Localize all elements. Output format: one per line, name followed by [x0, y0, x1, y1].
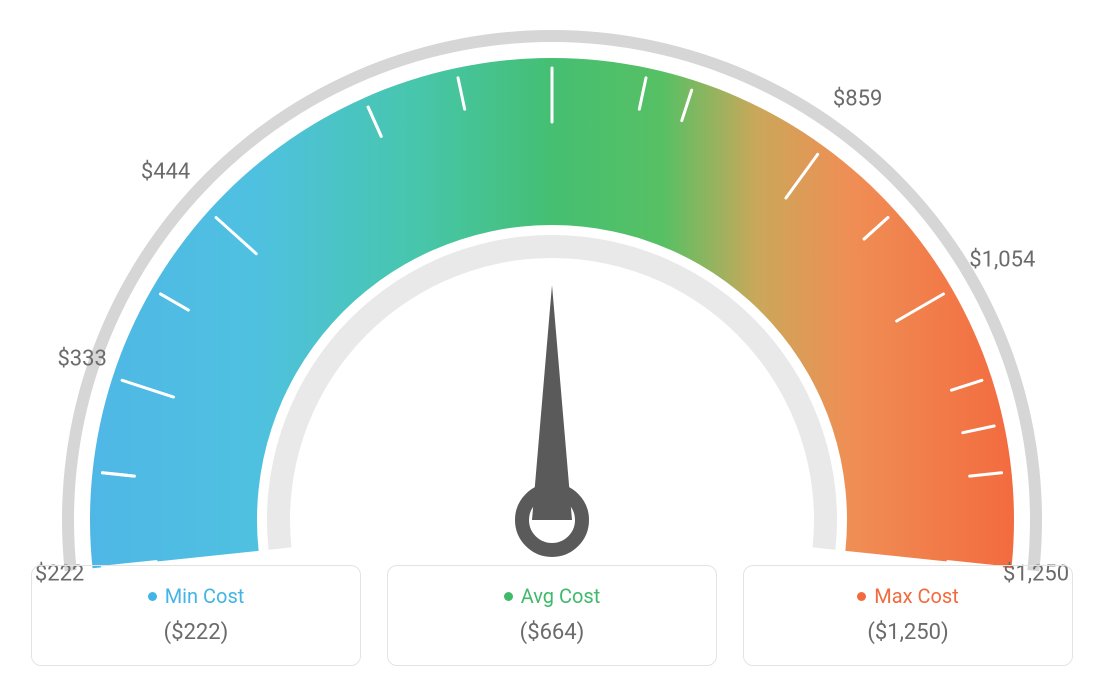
legend-label: Min Cost [165, 584, 245, 608]
legend-card-avg: Avg Cost ($664) [387, 565, 717, 666]
gauge-svg [22, 20, 1082, 580]
legend-value: ($222) [42, 620, 350, 645]
legend-title-avg: Avg Cost [504, 584, 601, 608]
legend-card-max: Max Cost ($1,250) [743, 565, 1073, 666]
legend-card-min: Min Cost ($222) [31, 565, 361, 666]
legend-value: ($1,250) [754, 620, 1062, 645]
legend-title-max: Max Cost [857, 584, 959, 608]
legend-title-min: Min Cost [148, 584, 245, 608]
gauge-chart: $222$333$444$664$859$1,054$1,250 [22, 20, 1082, 580]
dot-icon [148, 592, 157, 601]
gauge-scale-label: $1,054 [969, 248, 1035, 273]
dot-icon [857, 592, 866, 601]
legend-row: Min Cost ($222) Avg Cost ($664) Max Cost… [0, 565, 1104, 666]
gauge-scale-label: $859 [833, 87, 882, 112]
legend-label: Max Cost [874, 584, 959, 608]
dot-icon [504, 592, 513, 601]
legend-label: Avg Cost [521, 584, 601, 608]
gauge-scale-label: $444 [141, 160, 190, 185]
gauge-scale-label: $333 [57, 347, 106, 372]
legend-value: ($664) [398, 620, 706, 645]
